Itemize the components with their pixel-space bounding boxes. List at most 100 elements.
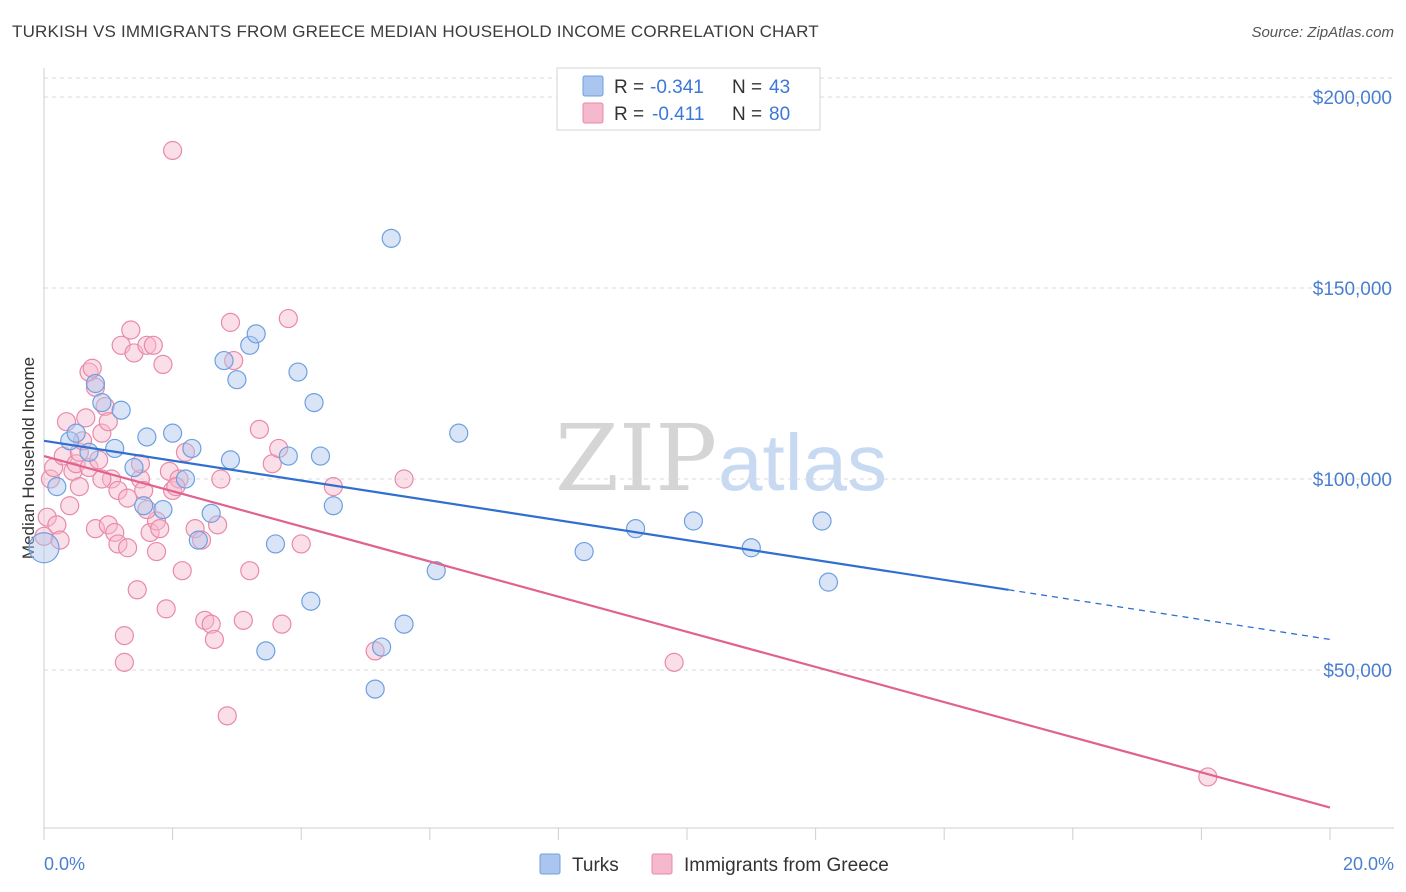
data-point xyxy=(134,496,154,516)
data-point xyxy=(394,614,414,634)
data-point xyxy=(153,354,173,374)
watermark-atlas: atlas xyxy=(718,418,887,507)
data-point xyxy=(121,320,141,340)
bottom-legend-greece: Immigrants from Greece xyxy=(684,855,889,876)
data-point xyxy=(50,530,70,550)
data-point xyxy=(175,469,196,489)
y-tick-labels: $50,000 $100,000 $150,000 $200,000 xyxy=(1313,88,1392,682)
bottom-legend-swatch-greece xyxy=(651,853,673,875)
data-point xyxy=(85,519,106,539)
data-point xyxy=(304,393,324,413)
data-point xyxy=(278,446,298,466)
legend-r-value-greece: -0.411 xyxy=(652,104,704,125)
data-point xyxy=(574,541,594,562)
legend-n-value-turks: 43 xyxy=(769,77,790,98)
data-point xyxy=(291,534,311,554)
data-point xyxy=(233,610,253,630)
data-point xyxy=(140,522,160,543)
correlation-legend: R = -0.341 N = 43 R = -0.411 N = 80 xyxy=(556,67,821,131)
data-point xyxy=(101,469,122,489)
data-point xyxy=(92,423,112,443)
data-point xyxy=(240,561,260,581)
data-point xyxy=(664,652,684,672)
legend-swatch-turks xyxy=(582,75,604,97)
data-point xyxy=(117,538,138,558)
legend-r-label-greece: R = xyxy=(614,104,644,125)
data-point xyxy=(249,419,270,439)
chart-title: TURKISH VS IMMIGRANTS FROM GREECE MEDIAN… xyxy=(12,22,819,41)
data-point xyxy=(98,515,118,535)
data-point xyxy=(105,438,125,459)
data-point xyxy=(217,706,237,726)
data-point xyxy=(137,335,157,355)
legend-r-label-turks: R = xyxy=(614,77,644,98)
data-point xyxy=(188,530,208,550)
data-point xyxy=(365,679,385,699)
watermark: ZIP atlas xyxy=(555,405,887,512)
data-point xyxy=(156,599,176,619)
data-point xyxy=(40,469,61,489)
legend-swatch-greece xyxy=(582,102,604,124)
y-tick-label: $200,000 xyxy=(1313,88,1392,109)
data-point xyxy=(114,652,134,672)
data-point xyxy=(256,641,276,661)
y-tick-label: $150,000 xyxy=(1313,279,1392,300)
data-point xyxy=(92,393,112,413)
data-point xyxy=(82,358,102,378)
data-point xyxy=(37,507,57,527)
data-point xyxy=(625,519,646,539)
x-ticks xyxy=(43,828,1331,840)
series-turks xyxy=(28,228,839,699)
data-point xyxy=(227,370,247,390)
data-point xyxy=(60,496,80,516)
y-tick-label: $100,000 xyxy=(1313,470,1392,491)
data-point xyxy=(108,534,128,554)
data-point xyxy=(394,469,414,489)
data-point xyxy=(76,408,96,428)
data-point xyxy=(153,499,173,520)
data-point xyxy=(310,446,331,466)
legend-r-value-turks: -0.341 xyxy=(650,77,704,98)
data-point xyxy=(426,561,446,581)
data-point xyxy=(371,637,392,657)
data-point xyxy=(240,335,260,355)
data-point xyxy=(246,324,266,344)
data-point xyxy=(66,423,86,443)
data-point xyxy=(278,308,298,329)
data-point xyxy=(381,228,401,248)
data-point xyxy=(146,541,167,562)
trendline-turks-extension xyxy=(1008,589,1331,641)
data-point xyxy=(220,450,241,470)
data-point xyxy=(812,511,832,531)
data-point xyxy=(105,522,125,543)
trendline-turks xyxy=(43,439,1009,591)
data-point xyxy=(66,454,86,474)
x-tick-label-max: 20.0% xyxy=(1343,854,1394,874)
data-point xyxy=(163,140,183,161)
data-point xyxy=(449,423,469,443)
series-legend: Turks Immigrants from Greece xyxy=(539,853,889,876)
data-point xyxy=(224,350,244,371)
data-point xyxy=(818,572,839,592)
data-point xyxy=(111,400,131,420)
data-point xyxy=(134,480,154,501)
data-point xyxy=(28,532,60,564)
watermark-zip: ZIP xyxy=(555,405,717,512)
data-point xyxy=(204,629,224,650)
data-point xyxy=(323,496,343,516)
data-point xyxy=(137,427,157,447)
data-point xyxy=(288,362,308,382)
bottom-legend-swatch-turks xyxy=(539,853,561,875)
data-point xyxy=(124,457,144,478)
data-point xyxy=(683,511,704,531)
data-point xyxy=(98,412,118,432)
data-point xyxy=(185,519,205,539)
data-point xyxy=(272,614,292,634)
axes xyxy=(43,68,1394,829)
data-point xyxy=(172,561,192,581)
data-point xyxy=(89,450,109,470)
data-point xyxy=(117,488,138,508)
data-point xyxy=(301,591,321,611)
trendline-greece xyxy=(43,455,1331,809)
